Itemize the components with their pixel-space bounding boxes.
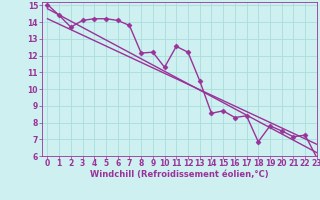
X-axis label: Windchill (Refroidissement éolien,°C): Windchill (Refroidissement éolien,°C) [90, 170, 268, 179]
